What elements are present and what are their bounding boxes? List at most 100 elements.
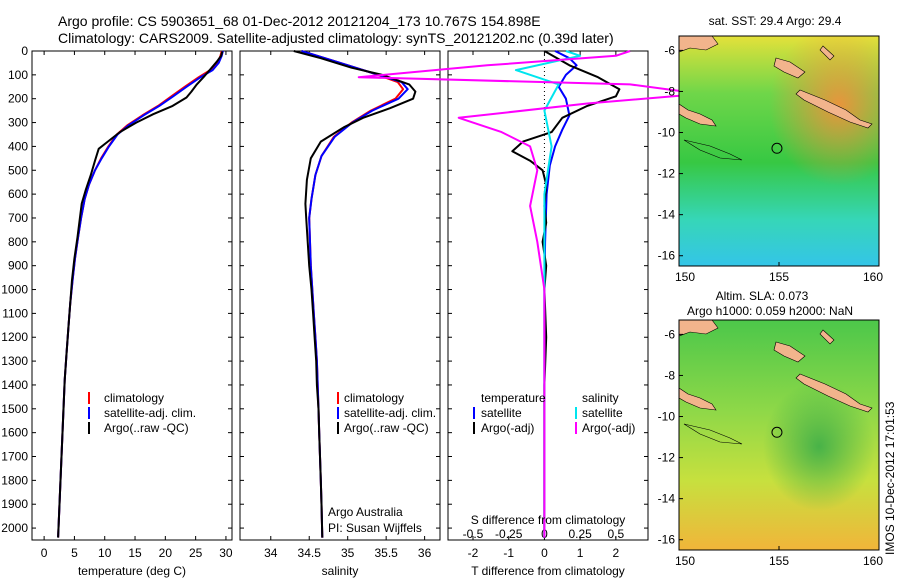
legend-argo: Argo(..raw -QC) xyxy=(344,421,429,435)
depth-tick-label: 1100 xyxy=(2,306,28,320)
s-tick-label: -0.5 xyxy=(463,527,484,541)
legend-satellite: satellite-adj. clim. xyxy=(344,406,436,420)
legend-swatch-argo xyxy=(337,422,339,434)
x-tick-label: -1 xyxy=(503,546,514,560)
series-line-satellite-adj-clim- xyxy=(57,50,224,538)
temperature-legend: climatology satellite-adj. clim. Argo(..… xyxy=(88,391,196,435)
difference-panel: -2 -1 0 1 2 -0.5 -0.25 0 0.25 0.5 xyxy=(357,50,703,560)
map-y-tick-label: -12 xyxy=(658,451,676,465)
map-y-tick-label: -14 xyxy=(658,208,676,222)
salinity-panel: 34 34.5 35 35.5 36 xyxy=(240,50,440,560)
x-tick-label: 15 xyxy=(128,546,142,560)
legend-swatch-climatology xyxy=(337,392,339,404)
s-tick-label: 0.25 xyxy=(568,527,592,541)
depth-tick-label: 1000 xyxy=(1,283,28,297)
depth-tick-label: 1800 xyxy=(1,473,28,487)
map-y-tick-label: -10 xyxy=(658,410,676,424)
difference-panel-frame xyxy=(447,50,649,541)
series-line-salinity-satellite xyxy=(514,50,582,538)
s-tick-label: -0.25 xyxy=(495,527,523,541)
new-ireland-land xyxy=(819,329,835,345)
legend-satellite: satellite-adj. clim. xyxy=(104,406,196,420)
x-tick-label: 34 xyxy=(264,546,278,560)
series-line-temperature-satellite xyxy=(543,50,578,538)
depth-tick-label: 1700 xyxy=(1,450,28,464)
figure-title-line2: Climatology: CARS2009. Satellite-adjuste… xyxy=(58,30,614,46)
depth-tick-label: 300 xyxy=(8,116,28,130)
map-y-tick-label: -10 xyxy=(658,126,676,140)
map-y-tick-label: -14 xyxy=(658,492,676,506)
legend-temperature-heading: temperature xyxy=(481,391,546,405)
solomon-islands-land xyxy=(795,89,873,129)
difference-xlabel: T difference from climatology xyxy=(471,564,625,578)
temperature-xlabel: temperature (deg C) xyxy=(78,564,186,578)
salinity-legend: climatology satellite-adj. clim. Argo(..… xyxy=(337,391,436,435)
figure-title-line1: Argo profile: CS 5903651_68 01-Dec-2012 … xyxy=(58,13,541,29)
map-y-tick-label: -6 xyxy=(664,43,675,57)
depth-tick-label: 100 xyxy=(8,68,28,82)
x-tick-label: 35.5 xyxy=(374,546,398,560)
x-tick-label: 2 xyxy=(613,546,620,560)
argo-float-marker xyxy=(771,142,783,154)
map-y-tick-label: -8 xyxy=(664,84,675,98)
sla-low-patch xyxy=(679,320,879,550)
map-y-tick-label: -8 xyxy=(664,368,675,382)
depth-tick-label: 2000 xyxy=(1,521,28,535)
series-line-argo-raw-qc- xyxy=(293,50,417,538)
depth-tick-label: 800 xyxy=(8,235,28,249)
legend-swatch-climatology xyxy=(88,392,90,404)
depth-tick-label: 500 xyxy=(8,163,28,177)
depth-tick-label: 400 xyxy=(8,139,28,153)
depth-tick-label: 1600 xyxy=(1,426,28,440)
difference-legend-salinity: salinity satellite Argo(-adj) xyxy=(575,391,635,435)
x-tick-label: 0 xyxy=(541,546,548,560)
x-tick-label: 25 xyxy=(189,546,203,560)
depth-tick-label: 1500 xyxy=(1,402,28,416)
new-guinea-land xyxy=(679,320,719,337)
argo-float-marker xyxy=(771,426,783,438)
difference-legend-temperature: temperature satellite Argo(-adj) xyxy=(473,391,546,435)
difference-top-label: S difference from climatology xyxy=(471,513,626,527)
legend-swatch-temp-argo xyxy=(473,422,475,434)
x-tick-label: 20 xyxy=(159,546,173,560)
x-tick-label: 36 xyxy=(418,546,432,560)
x-tick-label: 35 xyxy=(341,546,355,560)
depth-tick-label: 700 xyxy=(8,211,28,225)
legend-salinity-heading: salinity xyxy=(582,391,619,405)
x-tick-label: 0 xyxy=(41,546,48,560)
sst-map xyxy=(679,36,879,266)
salinity-annotation-line1: Argo Australia xyxy=(328,505,403,519)
x-tick-label: 1 xyxy=(577,546,584,560)
s-tick-label: 0.5 xyxy=(608,527,625,541)
series-line-climatology xyxy=(57,50,223,538)
temperature-panel: 0 5 10 15 20 25 30 xyxy=(32,50,233,560)
map-y-tick-label: -16 xyxy=(658,533,676,547)
new-guinea-land xyxy=(679,36,719,53)
map-x-tick-label: 160 xyxy=(863,554,883,568)
legend-swatch-sal-argo xyxy=(575,422,577,434)
legend-climatology: climatology xyxy=(344,391,404,405)
map-x-tick-label: 150 xyxy=(675,270,695,284)
sst-warm-patch xyxy=(679,36,879,266)
map-x-tick-label: 155 xyxy=(769,554,789,568)
new-britain-land xyxy=(773,57,806,79)
depth-tick-label: 600 xyxy=(8,187,28,201)
map-x-tick-label: 160 xyxy=(863,270,883,284)
new-ireland-land xyxy=(819,45,835,61)
new-britain-land xyxy=(773,341,806,363)
imos-timestamp: IMOS 10-Dec-2012 17:01:53 xyxy=(883,401,897,555)
depth-tick-label: 0 xyxy=(21,44,28,58)
sst-map-title: sat. SST: 29.4 Argo: 29.4 xyxy=(709,14,842,28)
legend-swatch-sal-satellite xyxy=(575,407,577,419)
legend-temp-argo: Argo(-adj) xyxy=(481,421,534,435)
map-y-tick-label: -16 xyxy=(658,249,676,263)
papua-tail-land xyxy=(679,103,717,127)
x-tick-label: 30 xyxy=(219,546,233,560)
depth-axis: 0 100 200 300 400 500 600 700 800 900 1000 1100 1200… xyxy=(1,44,28,535)
salinity-panel-frame xyxy=(239,50,441,541)
x-tick-label: 10 xyxy=(98,546,112,560)
map-y-tick-label: -12 xyxy=(658,167,676,181)
legend-temp-satellite: satellite xyxy=(481,406,522,420)
legend-climatology: climatology xyxy=(104,391,164,405)
